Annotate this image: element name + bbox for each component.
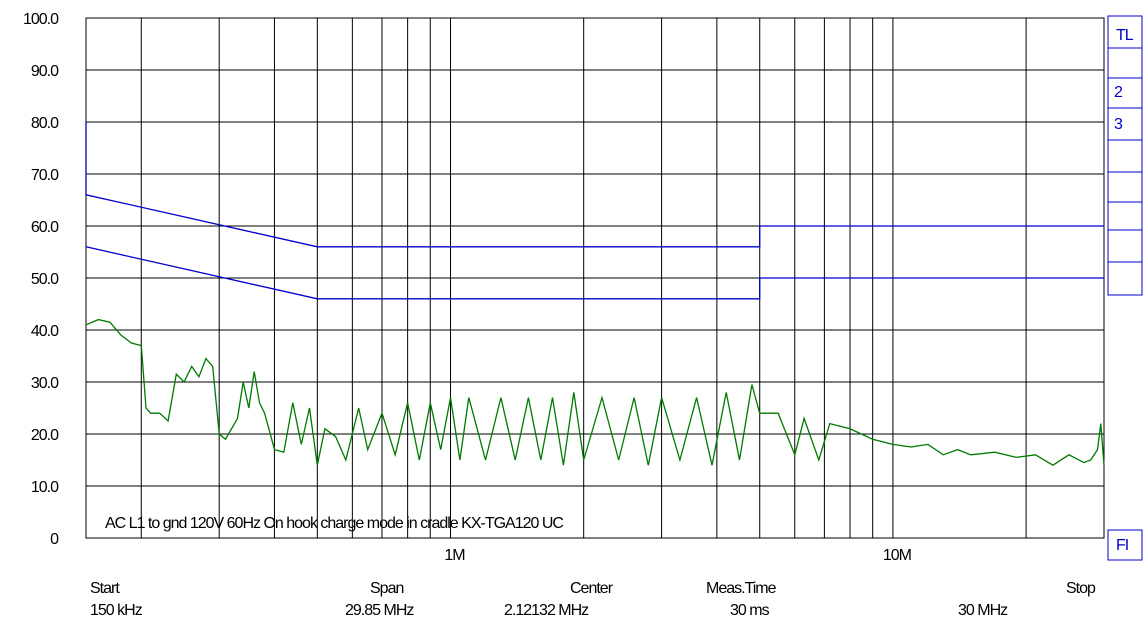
footer-label: Start [90,580,120,597]
panel-box [1107,15,1143,296]
y-tick-label: 10.0 [31,479,59,496]
x-tick-label: 10M [883,547,912,564]
y-tick-label: 90.0 [31,63,59,80]
y-tick-label: 80.0 [31,115,59,132]
x-tick-label: 1M [444,547,465,564]
footer-value: 29.85 MHz [345,602,414,619]
panel-label: 3 [1114,116,1123,133]
y-tick-label: 20.0 [31,427,59,444]
series-line [85,318,1105,466]
y-tick-label: 60.0 [31,219,59,236]
footer-label: Stop [1066,580,1096,597]
side-panel [1107,15,1143,561]
footer-label: Meas.Time [706,580,777,597]
panel-box [1107,529,1143,561]
footer-value: 2.12132 MHz [504,602,589,619]
footer-label: Span [370,580,403,597]
panel-label: 2 [1114,84,1123,101]
y-tick-label: 100.0 [23,11,59,28]
y-tick-label: 50.0 [31,271,59,288]
footer-label: Center [570,580,614,597]
series-line [85,246,1104,300]
panel-label: TL [1116,27,1134,44]
annotation: AC L1 to gnd 120V 60Hz On hook charge mo… [105,515,563,532]
footer-value: 30 ms [730,602,770,619]
series-line [85,122,1104,248]
y-tick-label: 70.0 [31,167,59,184]
panel-label: FI [1116,537,1128,554]
y-tick-label: 30.0 [31,375,59,392]
footer-value: 30 MHz [958,602,1008,619]
y-tick-label: 40.0 [31,323,59,340]
footer-value: 150 kHz [90,602,143,619]
y-tick-label: 0 [50,531,59,548]
